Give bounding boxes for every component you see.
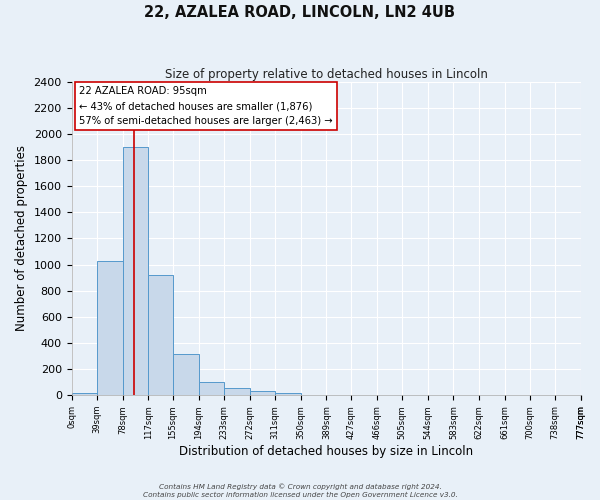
Title: Size of property relative to detached houses in Lincoln: Size of property relative to detached ho… [164, 68, 487, 80]
Bar [301, 394, 326, 395]
Bar [97, 262, 122, 395]
Bar [250, 392, 275, 395]
Bar [122, 147, 148, 395]
Bar [71, 392, 97, 395]
Bar [148, 275, 173, 395]
Bar [199, 382, 224, 395]
Text: Contains HM Land Registry data © Crown copyright and database right 2024.
Contai: Contains HM Land Registry data © Crown c… [143, 484, 457, 498]
Text: 22, AZALEA ROAD, LINCOLN, LN2 4UB: 22, AZALEA ROAD, LINCOLN, LN2 4UB [145, 5, 455, 20]
X-axis label: Distribution of detached houses by size in Lincoln: Distribution of detached houses by size … [179, 444, 473, 458]
Y-axis label: Number of detached properties: Number of detached properties [15, 146, 28, 332]
Bar [173, 354, 199, 395]
Bar [224, 388, 250, 395]
Bar [275, 394, 301, 395]
Text: 22 AZALEA ROAD: 95sqm
← 43% of detached houses are smaller (1,876)
57% of semi-d: 22 AZALEA ROAD: 95sqm ← 43% of detached … [79, 86, 333, 126]
